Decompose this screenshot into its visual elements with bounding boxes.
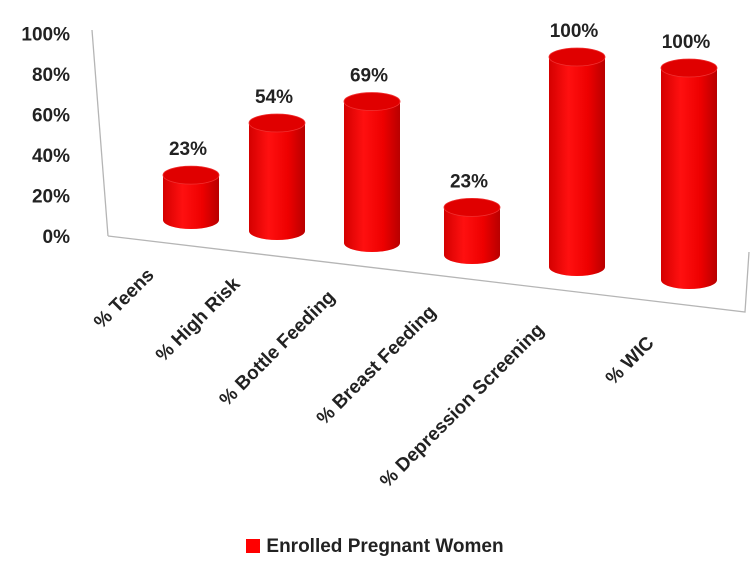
y-axis-ticks: 0% 20% 40% 60% 80% 100% bbox=[21, 25, 70, 249]
data-label: 100% bbox=[550, 21, 599, 42]
bar-top bbox=[660, 58, 718, 78]
bar-body bbox=[163, 175, 219, 229]
bar-body bbox=[661, 68, 717, 289]
bar-top bbox=[548, 47, 606, 67]
bar-body bbox=[249, 123, 305, 240]
bar: 23% bbox=[162, 139, 220, 229]
bar: 100% bbox=[548, 21, 606, 276]
y-tick-label: 80% bbox=[32, 65, 70, 86]
x-category-label: % Teens bbox=[90, 265, 158, 333]
x-axis-category-labels: % Teens% High Risk% Bottle Feeding% Brea… bbox=[90, 265, 659, 492]
bar: 54% bbox=[248, 87, 306, 240]
bar: 100% bbox=[660, 32, 718, 289]
bar-top bbox=[162, 165, 220, 185]
data-label: 69% bbox=[350, 66, 388, 87]
data-label: 54% bbox=[255, 87, 293, 108]
x-category-label: % WIC bbox=[602, 332, 659, 389]
bar: 23% bbox=[443, 171, 501, 264]
legend-swatch bbox=[246, 539, 261, 553]
bars: 23% 54% 69% 23% 100% 100% bbox=[162, 21, 718, 289]
bar-chart: 0%20%40%60%80%100% 23%54%69%23%100%100% … bbox=[21, 21, 750, 492]
y-tick-label: 100% bbox=[21, 25, 70, 46]
y-tick-label: 60% bbox=[32, 106, 70, 127]
bar-top bbox=[443, 197, 501, 217]
bar-body bbox=[344, 101, 400, 252]
data-label: 23% bbox=[169, 139, 207, 160]
y-tick-label: 0% bbox=[43, 227, 71, 248]
x-category-label: % High Risk bbox=[152, 273, 245, 366]
y-tick-label: 40% bbox=[32, 146, 70, 167]
x-category-label: % Breast Feeding bbox=[313, 302, 441, 430]
data-label: 23% bbox=[450, 171, 488, 192]
data-label: 100% bbox=[662, 32, 711, 53]
bar-top bbox=[343, 92, 401, 111]
legend-label: Enrolled Pregnant Women bbox=[266, 536, 504, 557]
x-category-label: % Bottle Feeding bbox=[216, 287, 340, 411]
bar-body bbox=[444, 207, 500, 264]
bar: 69% bbox=[343, 66, 401, 252]
y-tick-label: 20% bbox=[32, 187, 70, 208]
bar-top bbox=[248, 113, 306, 133]
chart-floor bbox=[91, 29, 750, 313]
bar-body bbox=[549, 57, 605, 276]
legend: Enrolled Pregnant Women bbox=[0, 536, 750, 558]
